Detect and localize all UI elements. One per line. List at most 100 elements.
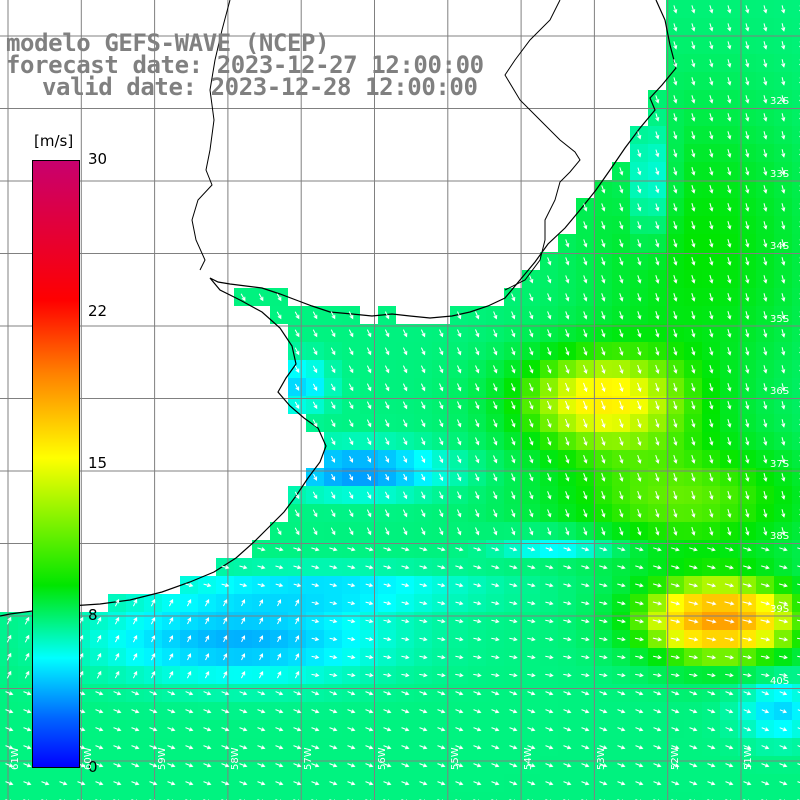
wind-arrow: [365, 655, 374, 660]
wind-cell: [792, 0, 800, 18]
wind-arrow: [727, 275, 732, 284]
wind-arrow: [439, 329, 444, 338]
wind-arrow: [763, 383, 768, 392]
wind-arrow: [205, 617, 210, 625]
wind-arrow: [241, 653, 246, 661]
wind-arrow: [691, 131, 696, 140]
wind-arrow: [366, 365, 372, 374]
wind-arrow: [727, 113, 732, 122]
wind-arrow: [383, 565, 392, 570]
wind-cell: [792, 468, 800, 486]
wind-cell: [792, 648, 800, 666]
wind-arrow: [563, 583, 572, 588]
wind-arrow: [709, 508, 714, 518]
wind-arrow: [527, 619, 536, 624]
wind-arrow: [457, 509, 462, 518]
wind-arrow: [745, 203, 750, 212]
wind-arrow: [565, 418, 570, 428]
wind-arrow: [583, 364, 588, 374]
wind-arrow: [670, 601, 681, 606]
wind-arrow: [330, 311, 336, 320]
wind-arrow: [383, 601, 392, 606]
wind-arrow: [691, 257, 696, 266]
wind-arrow: [401, 673, 410, 678]
wind-arrow: [565, 400, 570, 411]
wind-arrow: [763, 275, 768, 284]
wind-arrow: [635, 763, 644, 768]
wind-arrow: [673, 59, 678, 68]
wind-arrow: [457, 347, 462, 356]
wind-arrow: [365, 727, 374, 732]
wind-arrow: [763, 293, 768, 302]
wind-arrow: [347, 727, 356, 732]
wind-arrow: [547, 293, 552, 302]
wind-arrow: [673, 41, 678, 50]
wind-arrow: [781, 95, 786, 104]
wind-cell: [666, 792, 684, 800]
wind-arrow: [781, 437, 786, 446]
colorbar-tick-30: 30: [88, 150, 108, 168]
wind-arrow: [707, 547, 716, 552]
longitude-label: 61W: [10, 747, 21, 770]
wind-arrow: [781, 365, 786, 374]
wind-arrow: [383, 637, 392, 642]
wind-arrow: [491, 691, 500, 696]
wind-arrow: [295, 599, 300, 607]
wind-arrow: [167, 709, 176, 714]
wind-arrow: [797, 709, 800, 712]
wind-cell: [792, 162, 800, 180]
wind-cell: [792, 684, 800, 702]
wind-arrow: [455, 565, 464, 570]
wind-arrow: [706, 601, 717, 606]
wind-arrow: [778, 601, 789, 606]
colorbar-unit: [m/s]: [34, 132, 74, 150]
wind-arrow: [168, 653, 174, 661]
wind-arrow: [779, 673, 788, 678]
wind-arrow: [763, 329, 768, 338]
wind-arrow: [131, 709, 140, 714]
wind-arrow: [294, 401, 300, 410]
wind-arrow: [673, 454, 678, 464]
wind-arrow: [384, 491, 390, 500]
wind-arrow: [796, 637, 800, 640]
wind-arrow: [419, 601, 428, 606]
wind-arrow: [655, 329, 660, 338]
wind-arrow: [745, 490, 750, 500]
wind-arrow: [95, 745, 104, 750]
wind-arrow: [547, 311, 552, 320]
wind-arrow: [547, 455, 552, 464]
wind-arrow: [599, 727, 608, 732]
wind-arrow: [113, 709, 122, 714]
wind-arrow: [779, 709, 788, 714]
wind-arrow: [401, 745, 410, 750]
wind-arrow: [725, 673, 734, 678]
wind-arrow: [5, 709, 14, 714]
wind-arrow: [473, 583, 482, 588]
wind-arrow: [691, 59, 696, 68]
wind-arrow: [493, 329, 498, 338]
wind-arrow: [673, 293, 678, 302]
wind-arrow: [384, 329, 390, 338]
wind-arrow: [311, 691, 320, 696]
wind-arrow: [347, 763, 356, 768]
wind-arrow: [547, 400, 552, 410]
wind-arrow: [275, 745, 284, 750]
wind-arrow: [778, 583, 788, 588]
wind-arrow: [547, 365, 552, 374]
wind-arrow: [113, 763, 122, 768]
wind-arrow: [493, 473, 498, 482]
wind-cell: [504, 792, 522, 800]
wind-arrow: [673, 275, 678, 284]
wind-arrow: [781, 383, 786, 392]
wind-arrow: [547, 347, 552, 356]
wind-arrow: [241, 617, 246, 625]
wind-arrow: [402, 437, 408, 446]
wind-arrow: [384, 419, 390, 428]
wind-arrow: [745, 365, 750, 374]
wind-arrow: [547, 382, 552, 392]
wind-arrow: [457, 365, 462, 374]
wind-arrow: [709, 472, 714, 482]
wind-arrow: [781, 185, 786, 194]
wind-arrow: [421, 473, 426, 482]
wind-arrow: [635, 583, 644, 588]
